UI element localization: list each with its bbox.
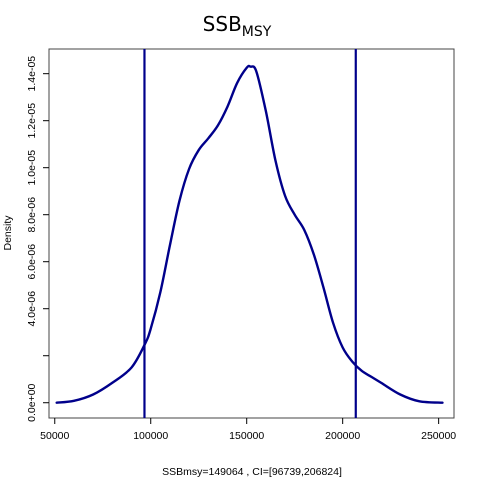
y-axis-label: Density <box>2 215 14 251</box>
y-tick-label: 6.0e-06 <box>26 244 38 280</box>
x-tick-label: 200000 <box>325 430 360 442</box>
chart-title-main: SSB <box>203 12 242 36</box>
y-tick-label: 1.0e-05 <box>26 150 38 186</box>
x-tick-label: 50000 <box>40 430 69 442</box>
x-tick-label: 100000 <box>133 430 168 442</box>
x-axis: 50000 100000 150000 200000 250000 <box>40 418 456 442</box>
chart-title: SSBMSY <box>203 12 272 40</box>
x-tick-label: 150000 <box>229 430 264 442</box>
y-tick-label: 4.0e-06 <box>26 291 38 327</box>
density-curve <box>55 64 444 404</box>
y-tick-label: 0.0e+00 <box>26 383 38 421</box>
plot-frame <box>48 48 455 419</box>
y-tick-label: 8.0e-06 <box>26 197 38 233</box>
y-tick-label: 1.2e-05 <box>26 103 38 139</box>
x-tick-label: 250000 <box>421 430 456 442</box>
x-axis-label: SSBmsy=149064 , CI=[96739,206824] <box>162 466 342 478</box>
chart-title-subscript: MSY <box>242 24 272 40</box>
y-tick-label: 1.4e-05 <box>26 56 38 92</box>
y-axis: 0.0e+00 4.0e-06 6.0e-06 8.0e-06 1.0e-05 1.2e-… <box>26 56 49 422</box>
plot-content <box>55 49 444 418</box>
